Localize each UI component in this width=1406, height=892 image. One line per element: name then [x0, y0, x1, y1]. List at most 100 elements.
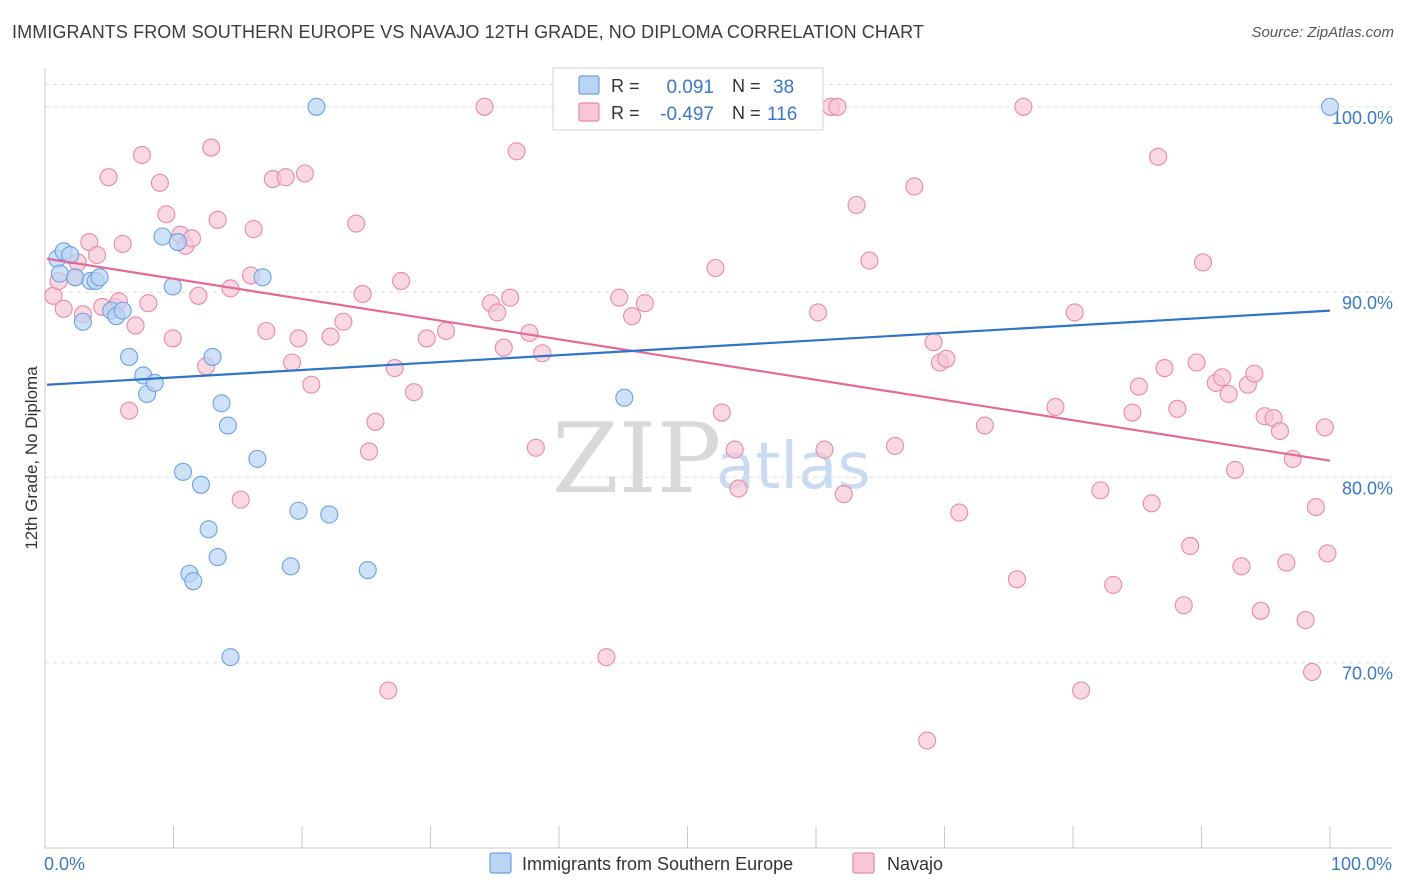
southern-europe-point-3: [61, 245, 80, 265]
navajo-point-12: [113, 234, 132, 253]
navajo-point-26: [208, 210, 227, 229]
navajo-point-39: [334, 312, 353, 331]
southern-europe-point-11: [113, 301, 132, 320]
navajo-point-89: [1104, 575, 1123, 594]
navajo-point-71: [828, 97, 847, 116]
navajo-point-23: [189, 286, 208, 305]
y-tick-label-80: 80.0%: [1342, 478, 1393, 498]
x-tick-label-min: 0.0%: [44, 854, 85, 874]
legend-label-southern-europe: Immigrants from Southern Europe: [522, 854, 793, 874]
southern-europe-point-37: [1320, 97, 1340, 116]
navajo-point-14: [126, 316, 145, 335]
navajo-point-52: [488, 303, 507, 322]
navajo-point-99: [1193, 253, 1213, 272]
southern-europe-point-24: [203, 347, 222, 367]
navajo-point-46: [392, 271, 411, 291]
navajo-point-34: [283, 353, 302, 372]
navajo-point-47: [404, 383, 423, 402]
navajo-point-30: [244, 220, 263, 239]
bottom-legend: Immigrants from Southern Europe Navajo: [489, 852, 943, 874]
navajo-point-57: [526, 438, 545, 457]
southern-europe-point-36: [615, 388, 634, 407]
navajo-point-25: [202, 138, 221, 157]
southern-europe-point-29: [248, 449, 267, 468]
navajo-point-110: [1270, 422, 1290, 441]
navajo-point-2: [54, 299, 73, 318]
southern-europe-point-33: [307, 97, 326, 116]
southern-europe-point-4: [66, 268, 85, 287]
navajo-point-103: [1226, 460, 1245, 480]
southern-europe-point-32: [289, 501, 308, 520]
navajo-point-33: [276, 168, 295, 187]
navajo-point-77: [918, 731, 937, 750]
navajo-point-81: [950, 503, 969, 522]
southern-europe-point-16: [153, 227, 172, 246]
stats-n-label-1: N =: [732, 76, 761, 96]
southern-europe-trend-line: [46, 309, 1331, 386]
navajo-point-53: [494, 338, 513, 357]
navajo-point-19: [163, 329, 182, 348]
southern-europe-point-27: [218, 416, 237, 435]
navajo-point-68: [809, 303, 828, 322]
southern-europe-point-12: [120, 347, 139, 367]
y-axis-title: 12th Grade, No Diploma: [22, 366, 41, 550]
navajo-point-63: [706, 258, 725, 278]
x-axis-ticks: [44, 826, 1331, 848]
southern-europe-point-30: [253, 268, 272, 287]
navajo-point-31: [257, 321, 276, 341]
southern-europe-point-17: [163, 277, 182, 296]
southern-europe-point-35: [358, 560, 377, 580]
navajo-point-111: [1277, 553, 1296, 572]
navajo-point-45: [385, 359, 404, 378]
navajo-point-80: [937, 349, 956, 368]
navajo-point-86: [1065, 303, 1084, 322]
southern-europe-point-8: [90, 268, 109, 287]
southern-europe-point-18: [168, 233, 187, 252]
navajo-point-13: [120, 401, 139, 420]
navajo-point-17: [150, 173, 169, 192]
stats-blue-swatch: [578, 75, 600, 95]
y-tick-label-90: 90.0%: [1342, 293, 1393, 313]
navajo-point-16: [139, 294, 158, 313]
navajo-point-92: [1142, 494, 1161, 513]
navajo-point-40: [347, 214, 366, 233]
stats-legend-box: R = 0.091 N = 38 R = -0.497 N = 116: [552, 67, 824, 131]
navajo-point-104: [1232, 557, 1251, 576]
navajo-point-48: [417, 329, 436, 348]
navajo-point-113: [1296, 611, 1315, 630]
navajo-point-49: [436, 321, 456, 341]
navajo-point-84: [1014, 97, 1033, 116]
navajo-point-114: [1302, 662, 1322, 682]
navajo-trend-line: [46, 257, 1331, 462]
chart-title: IMMIGRANTS FROM SOUTHERN EUROPE VS NAVAJ…: [12, 22, 924, 42]
navajo-point-83: [1007, 570, 1026, 589]
navajo-point-76: [905, 177, 924, 196]
navajo-point-59: [597, 648, 616, 667]
navajo-point-98: [1187, 353, 1206, 372]
navajo-point-97: [1181, 536, 1200, 556]
navajo-point-75: [886, 436, 905, 455]
navajo-point-61: [622, 307, 642, 326]
x-tick-label-max: 100.0%: [1331, 854, 1392, 874]
navajo-point-9: [99, 168, 118, 187]
navajo-point-91: [1129, 377, 1148, 396]
stats-n-label-2: N =: [732, 103, 761, 123]
navajo-point-35: [289, 329, 308, 348]
navajo-point-37: [302, 375, 321, 394]
navajo-point-67: [729, 479, 748, 498]
navajo-point-102: [1219, 384, 1238, 404]
legend-swatch-navajo: [852, 852, 875, 874]
southern-europe-point-26: [212, 394, 231, 413]
southern-europe-point-23: [199, 520, 218, 539]
navajo-point-78: [924, 333, 943, 352]
navajo-point-74: [860, 251, 879, 270]
southern-europe-point-25: [208, 548, 227, 567]
navajo-point-87: [1072, 681, 1091, 700]
southern-europe-point-22: [191, 475, 211, 494]
navajo-point-36: [295, 164, 314, 183]
navajo-point-50: [475, 97, 494, 116]
legend-label-navajo: Navajo: [887, 854, 943, 874]
southern-europe-point-34: [320, 505, 339, 524]
navajo-point-116: [1315, 418, 1334, 437]
navajo-point-82: [975, 416, 994, 435]
